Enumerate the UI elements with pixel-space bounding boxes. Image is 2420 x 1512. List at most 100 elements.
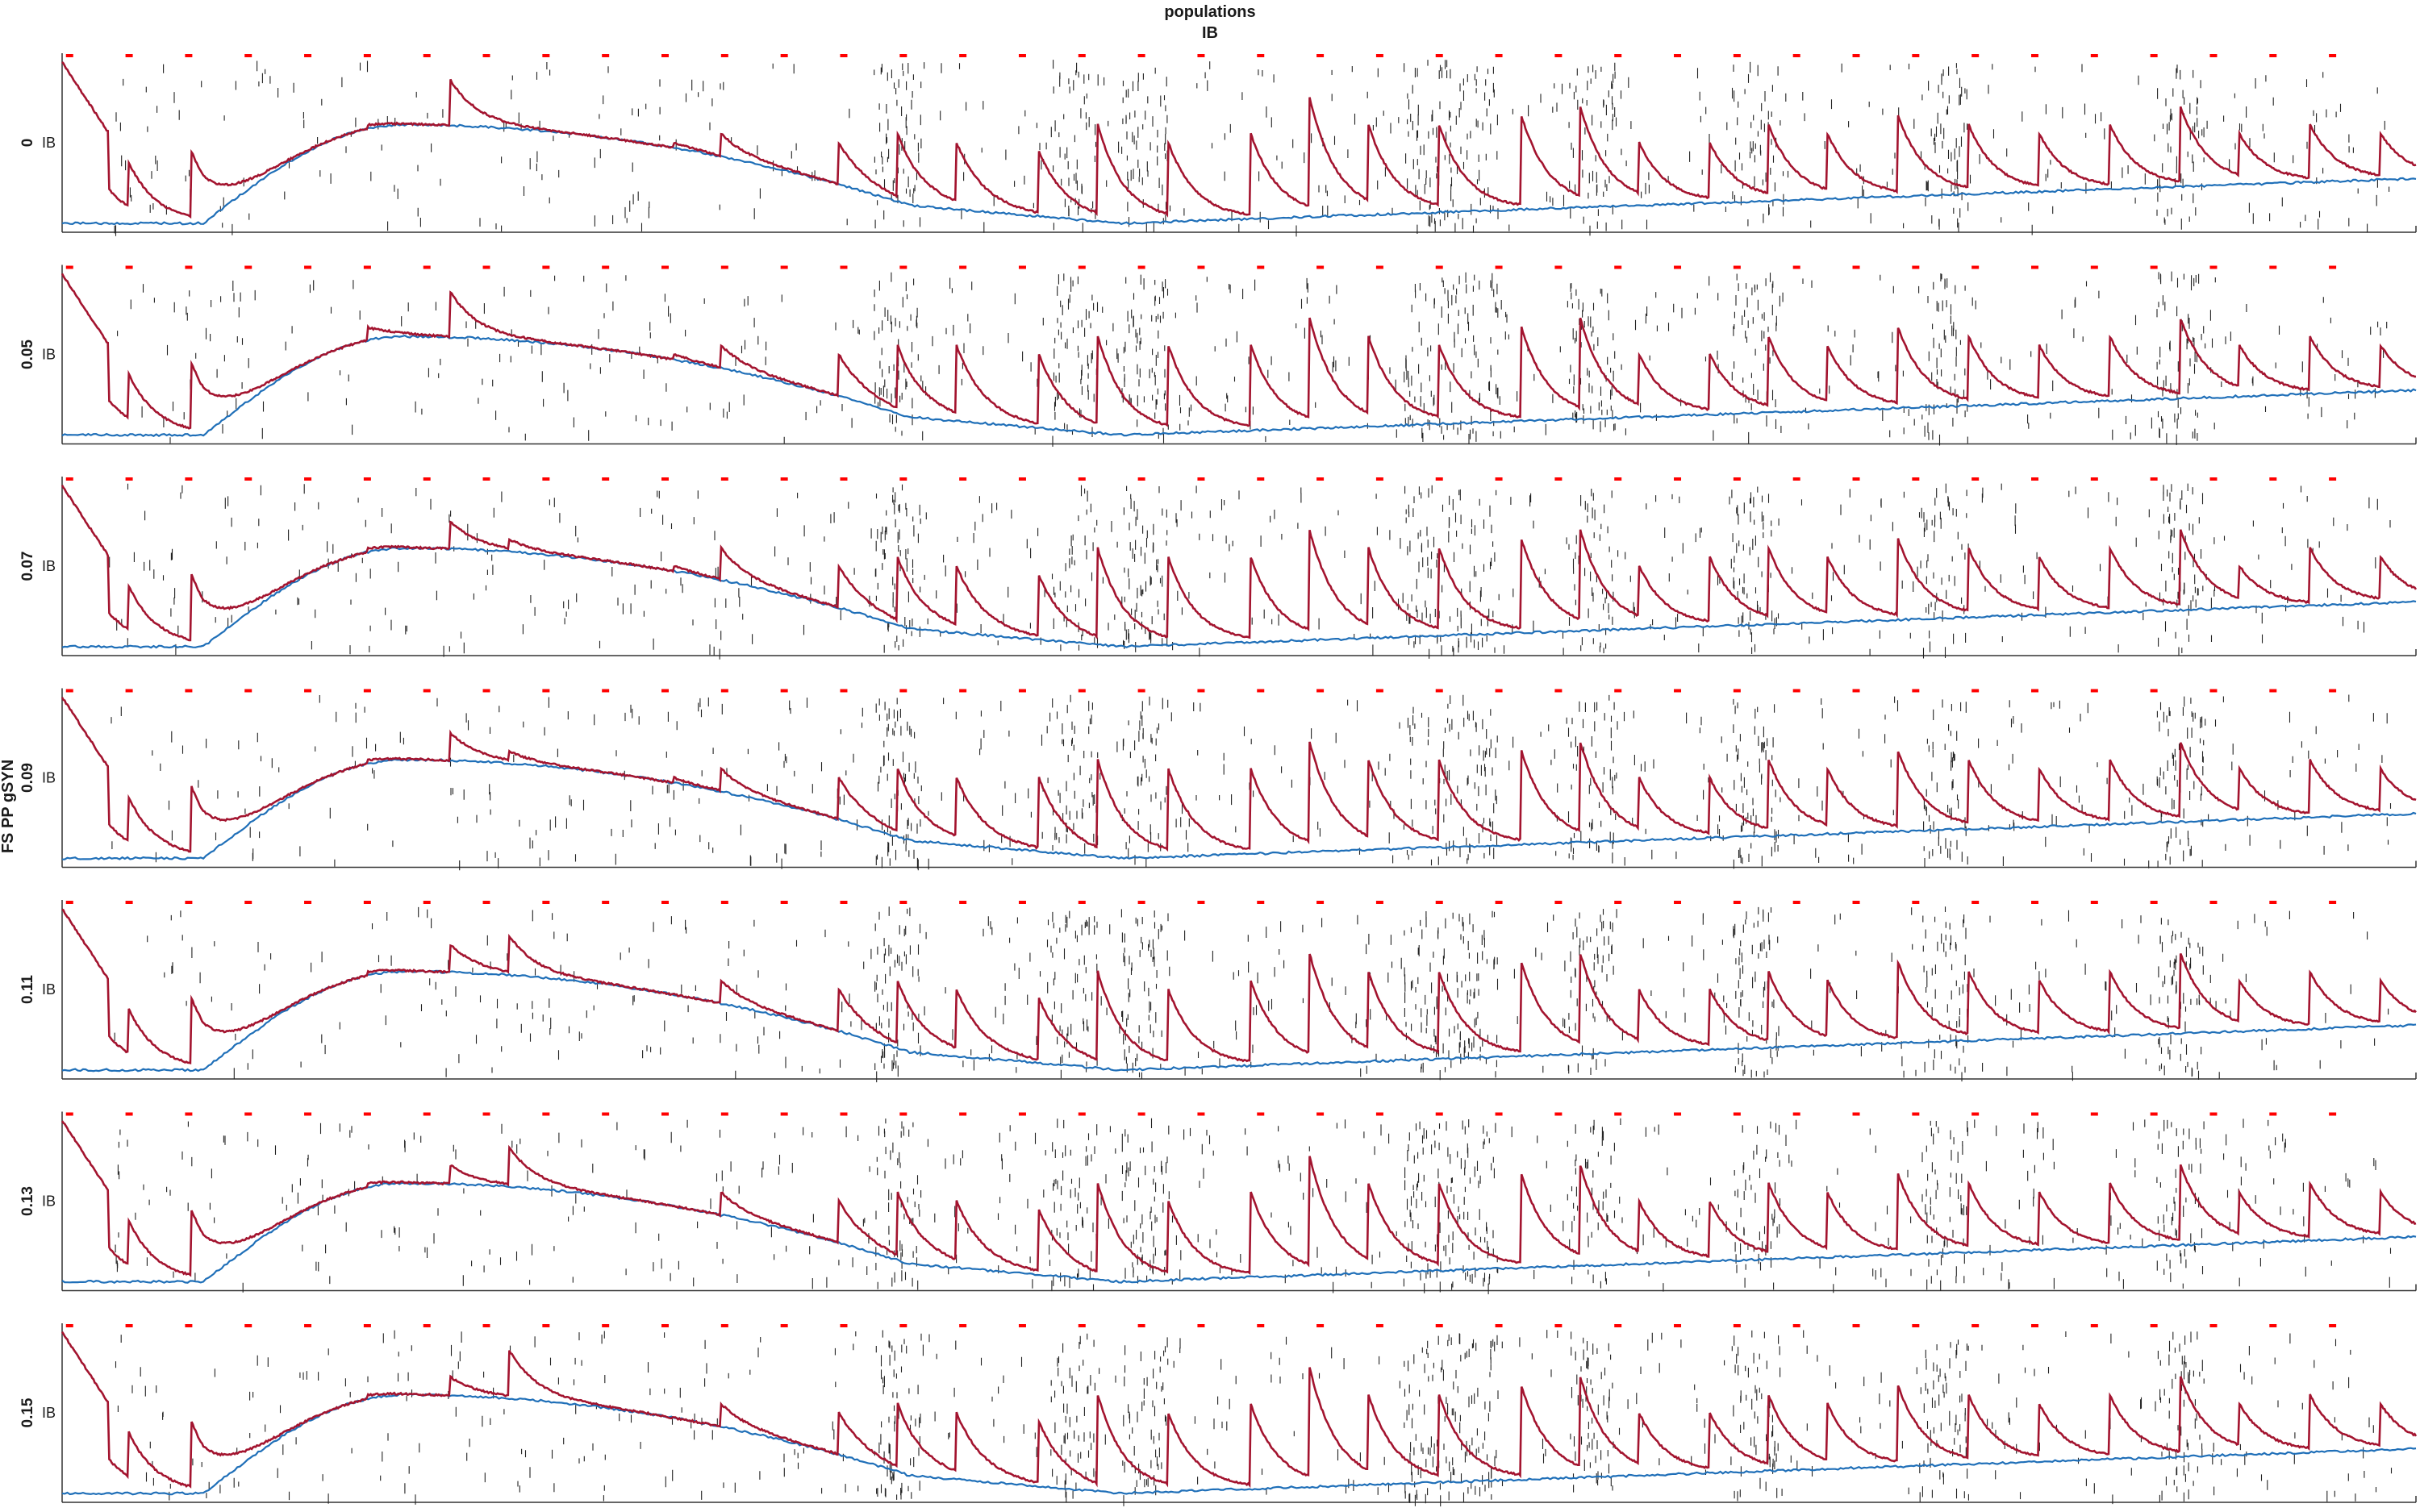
stim-marker bbox=[2030, 1112, 2038, 1116]
stim-marker bbox=[1316, 54, 1325, 57]
stim-marker bbox=[1554, 54, 1563, 57]
stim-marker bbox=[840, 477, 848, 481]
stim-marker bbox=[1912, 477, 1920, 481]
stim-marker bbox=[1078, 265, 1086, 269]
stim-marker bbox=[1852, 54, 1860, 57]
stim-marker bbox=[482, 901, 490, 904]
stim-marker bbox=[1674, 1112, 1682, 1116]
stim-marker bbox=[1554, 265, 1563, 269]
stim-marker bbox=[1137, 1112, 1145, 1116]
stim-marker bbox=[2269, 1112, 2277, 1116]
stim-marker bbox=[423, 1324, 431, 1327]
stim-marker bbox=[1971, 1112, 1980, 1116]
stim-marker bbox=[2209, 54, 2218, 57]
stim-marker bbox=[2209, 1112, 2218, 1116]
stim-marker bbox=[661, 54, 670, 57]
stim-marker bbox=[1257, 901, 1265, 904]
stim-marker bbox=[2329, 1112, 2337, 1116]
stim-marker bbox=[780, 689, 788, 693]
stim-marker bbox=[363, 54, 371, 57]
stim-marker bbox=[1197, 901, 1205, 904]
stim-marker bbox=[1137, 54, 1145, 57]
stim-marker bbox=[363, 265, 371, 269]
row-population-label: IB bbox=[42, 135, 56, 151]
stim-marker bbox=[1316, 477, 1325, 481]
row-value-label: 0.09 bbox=[19, 763, 36, 793]
stim-marker bbox=[1137, 265, 1145, 269]
stim-marker bbox=[1971, 689, 1980, 693]
stim-marker bbox=[1733, 54, 1741, 57]
stim-marker bbox=[244, 477, 252, 481]
stim-marker bbox=[1792, 265, 1800, 269]
spike-raster bbox=[109, 483, 2391, 660]
stim-marker bbox=[1435, 689, 1443, 693]
stim-marker bbox=[185, 689, 193, 693]
stim-marker bbox=[1971, 901, 1980, 904]
stim-marker bbox=[1674, 54, 1682, 57]
panel-5: 0.13 IB bbox=[19, 1111, 2417, 1294]
stim-marker bbox=[1197, 265, 1205, 269]
stim-marker bbox=[125, 265, 133, 269]
stim-marker bbox=[602, 1324, 610, 1327]
row-population-label: IB bbox=[42, 770, 56, 786]
stim-marker bbox=[840, 265, 848, 269]
stim-marker bbox=[482, 265, 490, 269]
stim-marker bbox=[1614, 1324, 1622, 1327]
stim-marker bbox=[1257, 1324, 1265, 1327]
stim-marker bbox=[1018, 54, 1026, 57]
stim-marker bbox=[1435, 1112, 1443, 1116]
stim-marker bbox=[1614, 54, 1622, 57]
panel-0: 0 IB bbox=[19, 53, 2417, 237]
stim-marker bbox=[1614, 477, 1622, 481]
stim-marker bbox=[661, 1324, 670, 1327]
stim-marker bbox=[2269, 265, 2277, 269]
stim-marker bbox=[2329, 689, 2337, 693]
stim-marker bbox=[1852, 689, 1860, 693]
stim-marker bbox=[1912, 54, 1920, 57]
stim-marker bbox=[304, 1112, 312, 1116]
stim-marker bbox=[1733, 1324, 1741, 1327]
blue-trace bbox=[61, 1181, 2417, 1284]
panel-2: 0.07 IB bbox=[19, 477, 2418, 660]
stim-marker bbox=[1674, 901, 1682, 904]
stim-marker bbox=[2090, 1112, 2098, 1116]
stim-marker bbox=[1375, 689, 1383, 693]
stim-marker bbox=[840, 901, 848, 904]
stim-marker bbox=[1614, 689, 1622, 693]
stim-marker bbox=[2269, 901, 2277, 904]
stim-marker bbox=[661, 265, 670, 269]
stim-marker bbox=[1852, 265, 1860, 269]
blue-trace bbox=[61, 123, 2417, 226]
stim-marker bbox=[2150, 1324, 2158, 1327]
stim-marker bbox=[1912, 901, 1920, 904]
stim-marker bbox=[602, 901, 610, 904]
stim-marker bbox=[1018, 265, 1026, 269]
stim-marker bbox=[1674, 689, 1682, 693]
stim-marker bbox=[780, 1324, 788, 1327]
blue-trace bbox=[61, 546, 2417, 649]
stim-marker bbox=[1435, 265, 1443, 269]
stim-marker bbox=[959, 54, 967, 57]
row-value-label: 0.11 bbox=[19, 975, 36, 1004]
stim-marker bbox=[1137, 901, 1145, 904]
stim-marker bbox=[1495, 689, 1503, 693]
stim-marker bbox=[1078, 477, 1086, 481]
stim-marker bbox=[363, 1324, 371, 1327]
stim-marker bbox=[720, 477, 728, 481]
stim-marker bbox=[542, 689, 550, 693]
stim-marker bbox=[363, 689, 371, 693]
stim-marker bbox=[2329, 54, 2337, 57]
stim-marker bbox=[1018, 1324, 1026, 1327]
stim-marker bbox=[2329, 1324, 2337, 1327]
stim-marker bbox=[720, 1324, 728, 1327]
row-population-label: IB bbox=[42, 1405, 56, 1421]
stim-marker bbox=[244, 1324, 252, 1327]
stim-marker bbox=[2150, 54, 2158, 57]
figure-title: populations bbox=[1164, 3, 1256, 21]
stim-marker bbox=[780, 1112, 788, 1116]
stim-marker bbox=[65, 265, 73, 269]
stim-marker bbox=[125, 54, 133, 57]
stim-marker bbox=[185, 1112, 193, 1116]
stim-marker bbox=[304, 1324, 312, 1327]
